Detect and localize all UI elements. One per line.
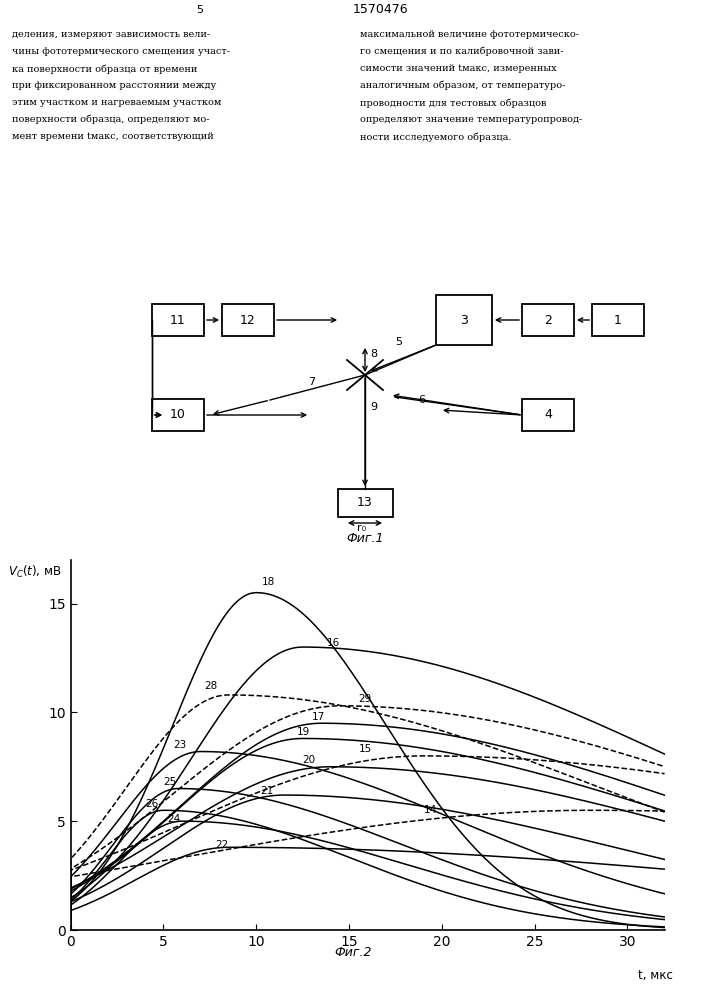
FancyBboxPatch shape — [522, 399, 574, 431]
Text: 21: 21 — [260, 786, 273, 796]
Text: 20: 20 — [303, 755, 316, 765]
Text: r₀: r₀ — [358, 523, 366, 533]
Text: 15: 15 — [358, 744, 372, 754]
Text: 16: 16 — [327, 638, 340, 648]
Text: поверхности образца, определяют мо-: поверхности образца, определяют мо- — [12, 115, 209, 124]
Text: 12: 12 — [240, 314, 256, 326]
Text: $V_C(t)$, мВ: $V_C(t)$, мВ — [8, 564, 62, 580]
Text: определяют значение температуропровод-: определяют значение температуропровод- — [360, 115, 583, 124]
FancyBboxPatch shape — [152, 399, 204, 431]
Text: 10: 10 — [170, 408, 186, 422]
FancyBboxPatch shape — [222, 304, 274, 336]
Text: симости значений tмакс, измеренных: симости значений tмакс, измеренных — [360, 64, 556, 73]
Text: 3: 3 — [460, 314, 468, 326]
Text: 23: 23 — [173, 740, 186, 750]
FancyBboxPatch shape — [337, 489, 392, 517]
Text: 11: 11 — [170, 314, 186, 326]
Text: 8: 8 — [370, 349, 377, 359]
Text: ка поверхности образца от времени: ка поверхности образца от времени — [12, 64, 197, 74]
Text: при фиксированном расстоянии между: при фиксированном расстоянии между — [12, 81, 216, 90]
Text: го смещения и по калибровочной зави-: го смещения и по калибровочной зави- — [360, 47, 563, 56]
Text: чины фототермического смещения участ-: чины фототермического смещения участ- — [12, 47, 230, 56]
Text: ности исследуемого образца.: ности исследуемого образца. — [360, 132, 511, 141]
Text: деления, измеряют зависимость вели-: деления, измеряют зависимость вели- — [12, 30, 210, 39]
Text: 1: 1 — [614, 314, 622, 326]
Text: 29: 29 — [358, 694, 372, 704]
Text: 5: 5 — [197, 5, 204, 15]
Text: этим участком и нагреваемым участком: этим участком и нагреваемым участком — [12, 98, 221, 107]
Text: Фиг.1: Фиг.1 — [346, 532, 384, 545]
FancyBboxPatch shape — [592, 304, 644, 336]
Text: 1570476: 1570476 — [352, 3, 408, 16]
Text: 2: 2 — [544, 314, 552, 326]
Text: аналогичным образом, от температуро-: аналогичным образом, от температуро- — [360, 81, 566, 91]
Text: 26: 26 — [145, 799, 158, 809]
Text: мент времени tмакс, соответствующий: мент времени tмакс, соответствующий — [12, 132, 214, 141]
Text: 19: 19 — [297, 727, 310, 737]
Text: 25: 25 — [163, 777, 177, 787]
Text: 4: 4 — [544, 408, 552, 422]
FancyBboxPatch shape — [436, 295, 492, 345]
Text: Фиг.2: Фиг.2 — [334, 946, 373, 959]
FancyBboxPatch shape — [152, 304, 204, 336]
Text: проводности для тестовых образцов: проводности для тестовых образцов — [360, 98, 547, 107]
Text: максимальной величине фототермическо-: максимальной величине фототермическо- — [360, 30, 579, 39]
Text: 14: 14 — [423, 805, 436, 815]
Text: 9: 9 — [370, 402, 377, 412]
FancyBboxPatch shape — [522, 304, 574, 336]
Text: 22: 22 — [216, 840, 228, 850]
Text: t, мкс: t, мкс — [638, 969, 673, 982]
Text: 7: 7 — [308, 377, 315, 387]
Text: 6: 6 — [418, 395, 425, 405]
Text: 24: 24 — [167, 814, 180, 824]
Text: 17: 17 — [312, 712, 325, 722]
Text: 5: 5 — [395, 337, 402, 347]
Text: 18: 18 — [262, 577, 275, 587]
Text: 28: 28 — [204, 681, 218, 691]
Text: 13: 13 — [357, 496, 373, 510]
